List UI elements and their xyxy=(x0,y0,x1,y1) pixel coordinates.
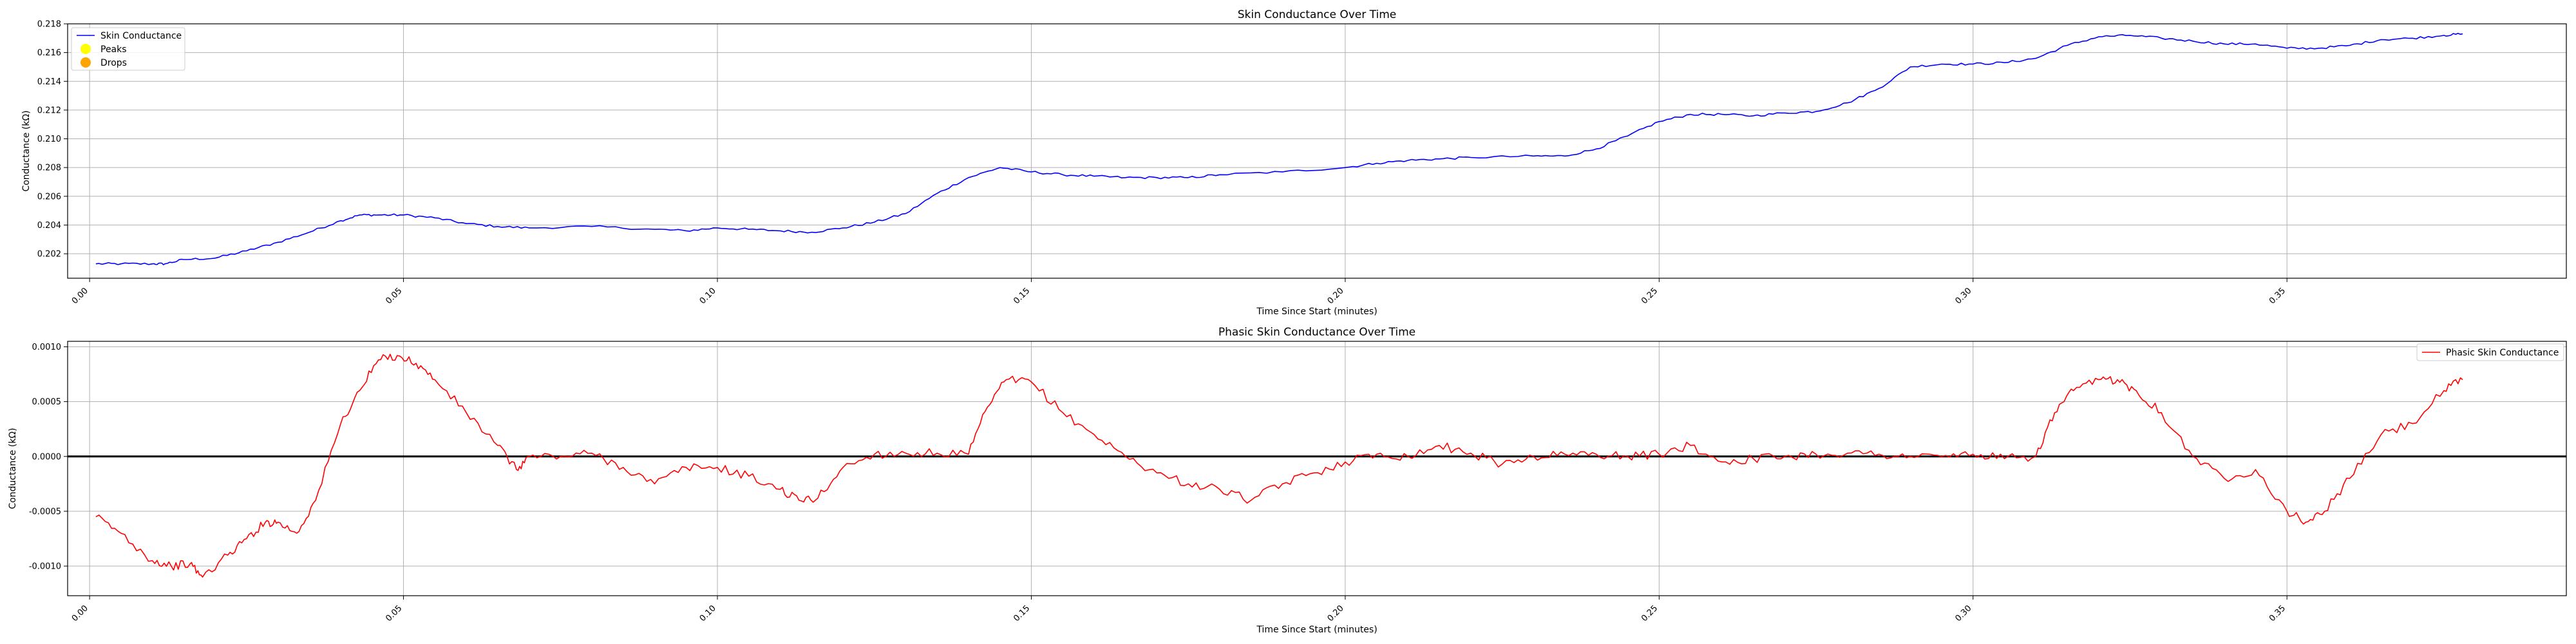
legend: Phasic Skin Conductance xyxy=(2416,343,2564,361)
series-line-skin-conductance xyxy=(95,33,2463,265)
y-tick-label: -0.0010 xyxy=(29,562,61,572)
y-tick-label: 0.208 xyxy=(37,164,61,173)
legend-label-phasic: Phasic Skin Conductance xyxy=(2446,348,2559,358)
y-tick-label: 0.210 xyxy=(37,135,61,144)
y-tick-label: 0.212 xyxy=(37,106,61,115)
legend-marker-peaks xyxy=(80,44,91,54)
y-tick-label: 0.216 xyxy=(37,48,61,58)
y-axis-ticks: 0.202 0.204 0.206 0.208 0.210 0.212 0.214 0.216… xyxy=(37,20,68,260)
skin-conductance-chart: Skin Conductance Over Time 0.00 0.05 0.10 0… xyxy=(21,8,2567,317)
legend: Skin Conductance Peaks Drops xyxy=(71,27,185,71)
series-line-phasic-skin-conductance xyxy=(95,354,2463,578)
y-axis-label: Conductance (kΩ) xyxy=(8,428,18,509)
chart-title: Phasic Skin Conductance Over Time xyxy=(1218,326,1416,339)
y-tick-label: 0.0005 xyxy=(32,397,62,407)
legend-label-skin-conductance: Skin Conductance xyxy=(100,31,182,41)
y-tick-label: 0.202 xyxy=(37,250,61,260)
y-tick-label: 0.0000 xyxy=(32,452,62,462)
chart-title: Skin Conductance Over Time xyxy=(1238,8,1396,21)
y-tick-label: 0.214 xyxy=(37,77,61,87)
axes-frame xyxy=(67,23,2567,279)
legend-label-peaks: Peaks xyxy=(100,44,127,55)
y-tick-label: 0.0010 xyxy=(32,343,62,352)
y-tick-label: 0.218 xyxy=(37,20,61,30)
legend-marker-drops xyxy=(80,57,91,68)
x-axis-label: Time Since Start (minutes) xyxy=(1256,307,1377,317)
y-tick-label: 0.204 xyxy=(37,221,61,231)
y-tick-label: 0.206 xyxy=(37,192,61,202)
plot-area xyxy=(68,354,2566,578)
legend-box xyxy=(71,27,185,71)
x-axis-label: Time Since Start (minutes) xyxy=(1256,625,1377,635)
plot-area xyxy=(95,33,2463,265)
legend-label-drops: Drops xyxy=(100,58,127,68)
axes-frame xyxy=(67,341,2567,596)
legend-box xyxy=(2416,343,2564,361)
y-axis-ticks: -0.0010 -0.0005 0.0000 0.0005 0.0010 xyxy=(29,343,68,572)
y-axis-label: Conductance (kΩ) xyxy=(21,110,32,191)
y-tick-label: -0.0005 xyxy=(29,507,61,516)
